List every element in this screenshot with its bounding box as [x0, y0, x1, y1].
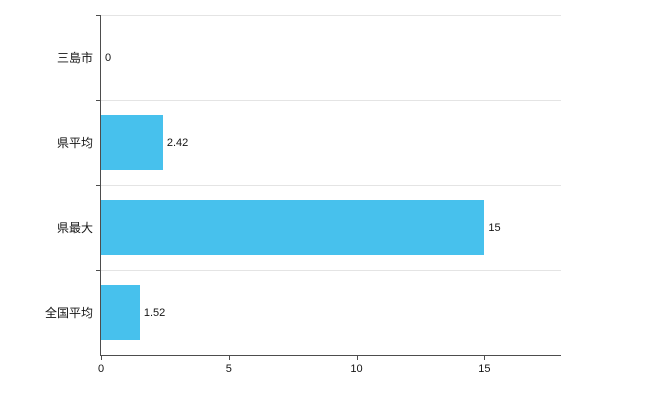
x-axis-tick — [356, 356, 358, 360]
x-axis: 0 5 10 15 — [97, 356, 561, 380]
y-axis-tick — [96, 100, 100, 101]
y-axis-tick — [96, 185, 100, 186]
gridline — [101, 270, 561, 355]
x-axis-tick-label: 10 — [350, 363, 363, 375]
x-axis-tick — [101, 356, 102, 360]
y-axis-label: 県平均 — [56, 135, 93, 150]
x-axis-tick-label: 15 — [478, 363, 491, 375]
bar-value-label: 0 — [105, 51, 112, 64]
x-axis-tick-label: 0 — [97, 363, 105, 375]
gridline — [101, 100, 561, 185]
gridline — [101, 185, 561, 270]
bar-value-label: 1.52 — [143, 306, 166, 319]
x-axis-tick-label: 5 — [225, 363, 232, 375]
bar-2 — [101, 199, 485, 256]
bar-3 — [101, 284, 140, 341]
gridline — [101, 15, 561, 100]
y-axis-label: 全国平均 — [44, 305, 93, 320]
bar-value-label: 15 — [488, 221, 501, 234]
y-axis-tick — [96, 270, 100, 271]
bar-1 — [101, 114, 163, 171]
y-axis-tick — [96, 15, 100, 16]
x-axis-tick — [228, 356, 230, 360]
bar-value-label: 2.42 — [166, 136, 189, 149]
x-axis-tick — [484, 356, 486, 360]
y-axis-label: 三島市 — [56, 50, 93, 65]
plot-area: 0 2.42 15 1.52 — [96, 15, 561, 356]
y-axis-label: 県最大 — [56, 220, 93, 235]
